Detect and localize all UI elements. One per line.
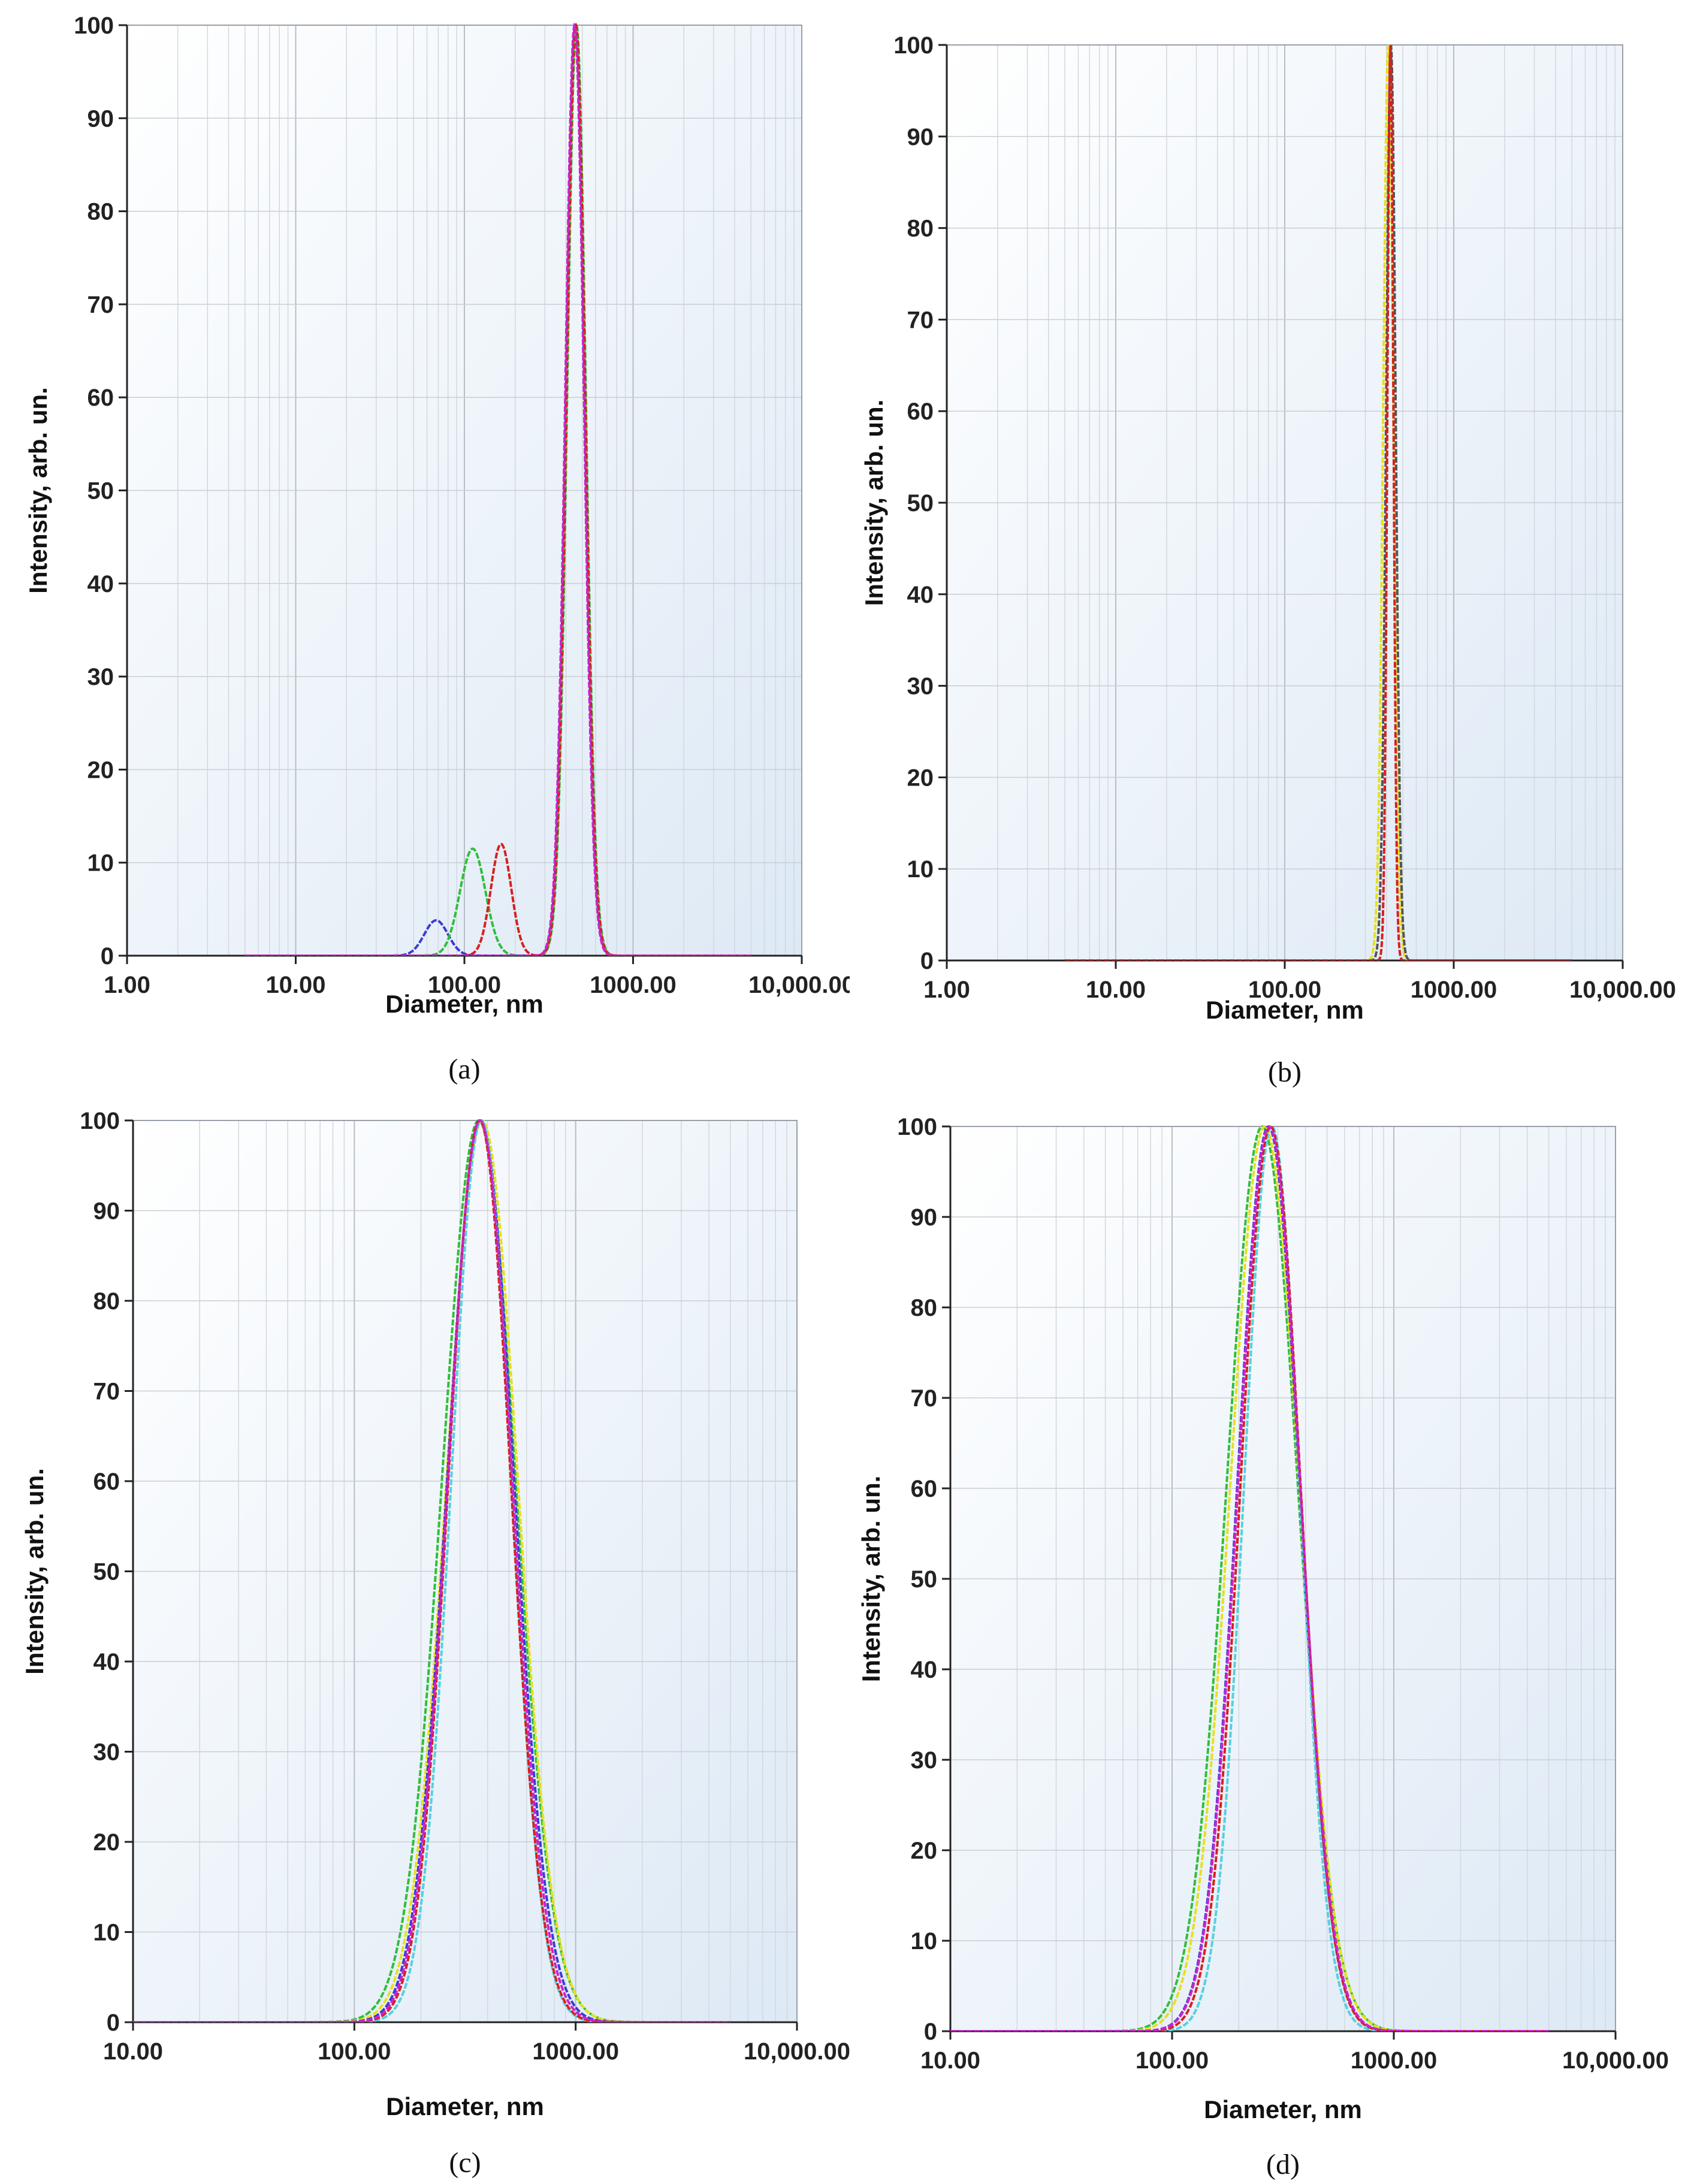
x-tick-label: 10.00 — [1086, 977, 1146, 1003]
x-axis-title: Diameter, nm — [385, 990, 543, 1018]
x-tick-label: 1000.00 — [1351, 2047, 1438, 2074]
y-tick-label: 80 — [911, 1295, 938, 1321]
y-axis-title: Intensity, arb. un. — [860, 400, 888, 606]
x-tick-label: 10.00 — [103, 2038, 163, 2065]
panel-label: (a) — [448, 1053, 480, 1085]
y-tick-label: 30 — [907, 673, 934, 700]
series-line-red — [244, 23, 751, 956]
y-tick-label: 90 — [907, 124, 934, 150]
chart-b-svg: 0 10 20 30 40 50 60 70 80 90 100 1.00 10.00 100.00 100… — [860, 32, 1676, 1088]
y-tick-label: 70 — [911, 1385, 938, 1412]
x-tick-label: 100.00 — [1248, 977, 1321, 1003]
series-line-green — [244, 23, 751, 956]
chart-panel-c: 0 10 20 30 40 50 60 70 80 90 100 10.00 100.00 1000.00… — [0, 1091, 850, 2184]
y-tick-label: 80 — [93, 1288, 120, 1315]
y-tick-label: 40 — [93, 1649, 120, 1675]
y-tick-label: 40 — [907, 582, 934, 608]
chart-panel-d: 0 10 20 30 40 50 60 70 80 90 100 10.00 100.00 1000.00… — [850, 1091, 1699, 2184]
y-axis-title: Intensity, arb. un. — [857, 1476, 885, 1682]
x-tick-label: 1000.00 — [590, 972, 677, 998]
y-tick-label: 30 — [911, 1747, 938, 1774]
series-line-green — [950, 1125, 1549, 2031]
y-tick-label: 50 — [87, 478, 114, 505]
y-tick-label: 30 — [93, 1739, 120, 1766]
x-tick-label: 10,000.00 — [744, 2038, 850, 2065]
y-tick-label: 90 — [87, 105, 114, 132]
y-tick-label: 40 — [87, 571, 114, 597]
x-tick-label: 100.00 — [1136, 2047, 1209, 2074]
y-tick-label: 100 — [897, 1114, 937, 1140]
y-tick-label: 60 — [93, 1469, 120, 1495]
y-axis-title: Intensity, arb. un. — [24, 387, 52, 594]
y-axis-title: Intensity, arb. un. — [20, 1468, 49, 1675]
y-tick-label: 70 — [93, 1379, 120, 1405]
y-tick-label: 70 — [907, 307, 934, 333]
panel-label: (c) — [449, 2147, 481, 2179]
y-tick-label: 90 — [911, 1204, 938, 1231]
y-tick-label: 70 — [87, 292, 114, 318]
y-tick-label: 60 — [911, 1476, 938, 1502]
chart-panel-b: 0 10 20 30 40 50 60 70 80 90 100 1.00 10.00 100.00 100… — [850, 0, 1699, 1093]
y-tick-label: 80 — [87, 199, 114, 225]
y-tick-label: 50 — [911, 1566, 938, 1593]
series-line-magenta — [950, 1125, 1549, 2031]
chart-a-svg: 0 10 20 30 40 50 60 70 80 90 100 1.00 10.00 100.00 100… — [24, 13, 855, 1085]
x-tick-label: 100.00 — [318, 2038, 391, 2065]
y-tick-label: 50 — [907, 490, 934, 516]
x-tick-label: 100.00 — [428, 972, 501, 998]
x-axis-title: Diameter, nm — [1206, 996, 1364, 1024]
y-tick-label: 50 — [93, 1559, 120, 1585]
y-tick-label: 10 — [87, 850, 114, 877]
y-tick-label: 90 — [93, 1198, 120, 1225]
panel-label: (d) — [1266, 2149, 1300, 2180]
y-tick-label: 0 — [101, 943, 114, 969]
y-tick-label: 10 — [93, 1920, 120, 1946]
y-tick-label: 20 — [911, 1838, 938, 1864]
x-tick-label: 10,000.00 — [1569, 977, 1676, 1003]
x-tick-label: 10,000.00 — [748, 972, 850, 998]
y-tick-label: 0 — [924, 2019, 937, 2045]
y-tick-label: 60 — [87, 385, 114, 411]
series-line-cyan — [950, 1125, 1549, 2031]
y-tick-label: 100 — [893, 32, 934, 59]
series-line-red — [950, 1125, 1549, 2031]
panel-label: (b) — [1268, 1056, 1302, 1088]
y-tick-label: 0 — [107, 2010, 120, 2036]
x-tick-label: 1.00 — [923, 977, 970, 1003]
y-tick-label: 20 — [87, 757, 114, 783]
y-tick-label: 20 — [93, 1829, 120, 1856]
series-line-yellow — [950, 1125, 1549, 2031]
y-tick-label: 10 — [911, 1928, 938, 1955]
x-tick-label: 1000.00 — [532, 2038, 619, 2065]
y-tick-label: 10 — [907, 856, 934, 883]
y-tick-label: 0 — [920, 948, 934, 974]
x-tick-label: 1000.00 — [1411, 977, 1497, 1003]
chart-d-svg: 0 10 20 30 40 50 60 70 80 90 100 10.00 100.00 1000.00… — [857, 1114, 1669, 2180]
x-tick-label: 10.00 — [920, 2047, 980, 2074]
y-tick-label: 30 — [87, 664, 114, 690]
series-line-cyan — [133, 1119, 730, 2022]
y-tick-label: 60 — [907, 398, 934, 425]
y-tick-label: 100 — [74, 13, 114, 39]
x-tick-label: 1.00 — [104, 972, 150, 998]
chart-c-svg: 0 10 20 30 40 50 60 70 80 90 100 10.00 100.00 1000.00… — [20, 1108, 850, 2179]
y-tick-label: 20 — [907, 765, 934, 791]
x-axis-title: Diameter, nm — [1204, 2095, 1362, 2123]
x-axis-title: Diameter, nm — [386, 2092, 544, 2120]
series-line-magenta — [133, 1119, 730, 2022]
x-tick-label: 10.00 — [265, 972, 325, 998]
y-tick-label: 80 — [907, 216, 934, 242]
x-tick-label: 10,000.00 — [1562, 2047, 1669, 2074]
chart-panel-a: 0 10 20 30 40 50 60 70 80 90 100 1.00 10.00 100.00 100… — [0, 0, 855, 1093]
y-tick-label: 40 — [911, 1657, 938, 1683]
y-tick-label: 100 — [80, 1108, 120, 1134]
